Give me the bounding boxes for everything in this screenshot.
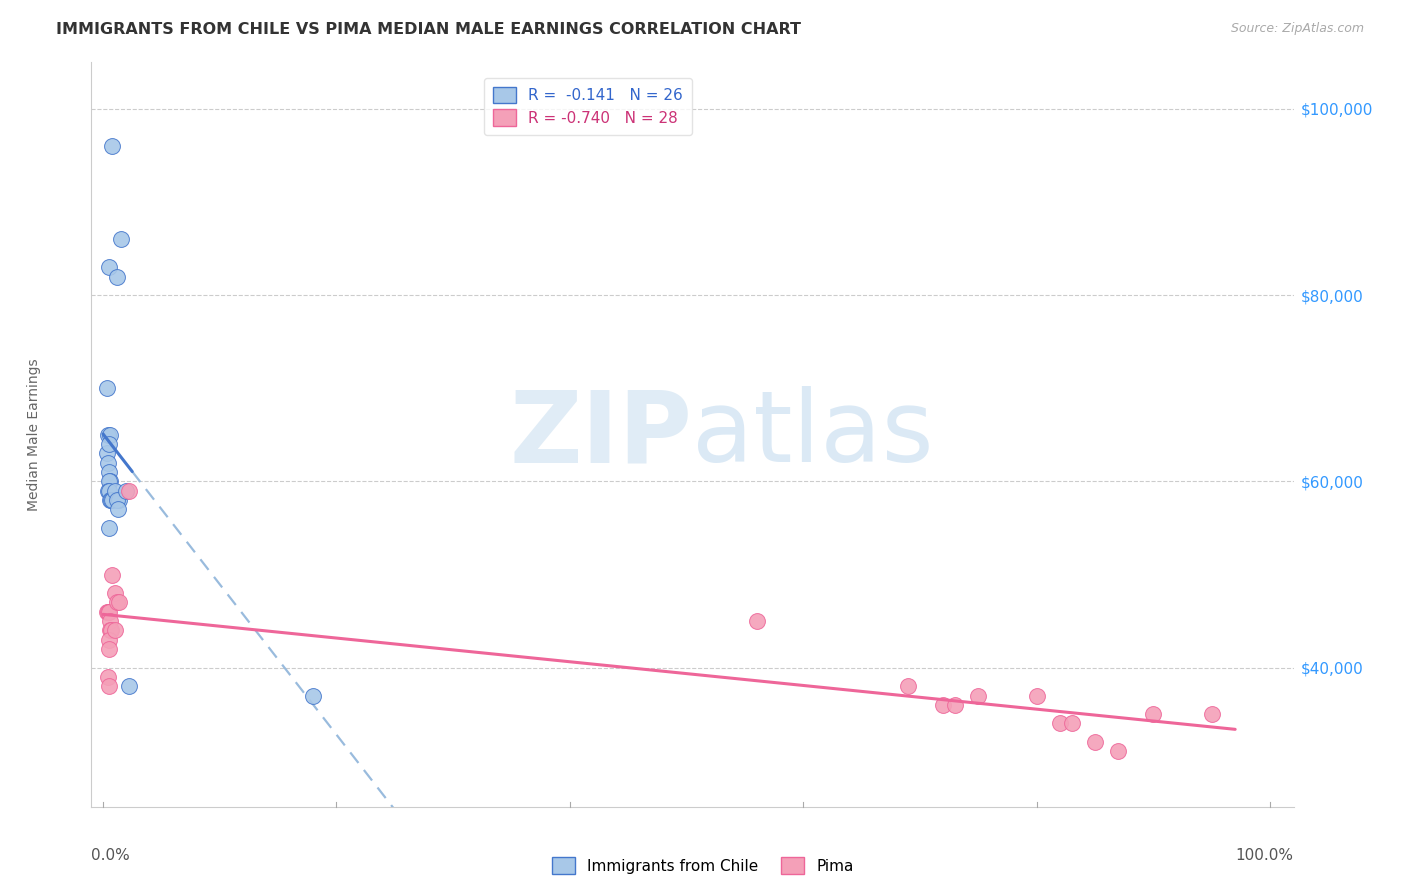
Point	[302, 689, 325, 703]
Point	[97, 475, 120, 489]
Point	[101, 493, 124, 508]
Point	[118, 679, 141, 693]
Point	[108, 595, 131, 609]
Point	[97, 260, 120, 275]
Point	[1201, 707, 1223, 722]
Point	[97, 605, 120, 619]
Point	[745, 614, 768, 628]
Point	[96, 446, 118, 460]
Point	[97, 427, 120, 442]
Point	[107, 502, 129, 516]
Point	[1084, 735, 1107, 749]
Point	[97, 679, 120, 693]
Point	[105, 595, 128, 609]
Point	[1049, 716, 1071, 731]
Point	[1142, 707, 1164, 722]
Legend: Immigrants from Chile, Pima: Immigrants from Chile, Pima	[546, 851, 860, 880]
Point	[105, 269, 128, 284]
Point	[1060, 716, 1083, 731]
Text: 0.0%: 0.0%	[91, 848, 131, 863]
Point	[932, 698, 955, 712]
Point	[115, 483, 138, 498]
Point	[118, 483, 141, 498]
Point	[98, 614, 121, 628]
Point	[97, 632, 120, 647]
Point	[97, 605, 120, 619]
Point	[104, 483, 127, 498]
Point	[101, 139, 124, 153]
Point	[943, 698, 966, 712]
Point	[105, 493, 128, 508]
Text: 100.0%: 100.0%	[1236, 848, 1294, 863]
Text: Source: ZipAtlas.com: Source: ZipAtlas.com	[1230, 22, 1364, 36]
Point	[1107, 744, 1129, 758]
Point	[108, 493, 131, 508]
Point	[97, 670, 120, 684]
Point	[967, 689, 990, 703]
Point	[97, 642, 120, 657]
Point	[98, 427, 121, 442]
Text: atlas: atlas	[692, 386, 934, 483]
Point	[100, 493, 122, 508]
Point	[1025, 689, 1047, 703]
Point	[97, 483, 120, 498]
Point	[96, 381, 118, 395]
Point	[104, 624, 127, 638]
Point	[110, 232, 132, 246]
Point	[101, 567, 124, 582]
Text: ZIP: ZIP	[509, 386, 692, 483]
Point	[98, 493, 121, 508]
Point	[897, 679, 920, 693]
Point	[100, 624, 122, 638]
Point	[98, 624, 121, 638]
Point	[97, 521, 120, 535]
Text: Median Male Earnings: Median Male Earnings	[27, 359, 41, 511]
Point	[98, 475, 121, 489]
Point	[97, 483, 120, 498]
Legend: R =  -0.141   N = 26, R = -0.740   N = 28: R = -0.141 N = 26, R = -0.740 N = 28	[484, 78, 692, 136]
Point	[96, 605, 118, 619]
Point	[104, 586, 127, 600]
Point	[97, 465, 120, 479]
Point	[97, 437, 120, 451]
Text: IMMIGRANTS FROM CHILE VS PIMA MEDIAN MALE EARNINGS CORRELATION CHART: IMMIGRANTS FROM CHILE VS PIMA MEDIAN MAL…	[56, 22, 801, 37]
Point	[97, 456, 120, 470]
